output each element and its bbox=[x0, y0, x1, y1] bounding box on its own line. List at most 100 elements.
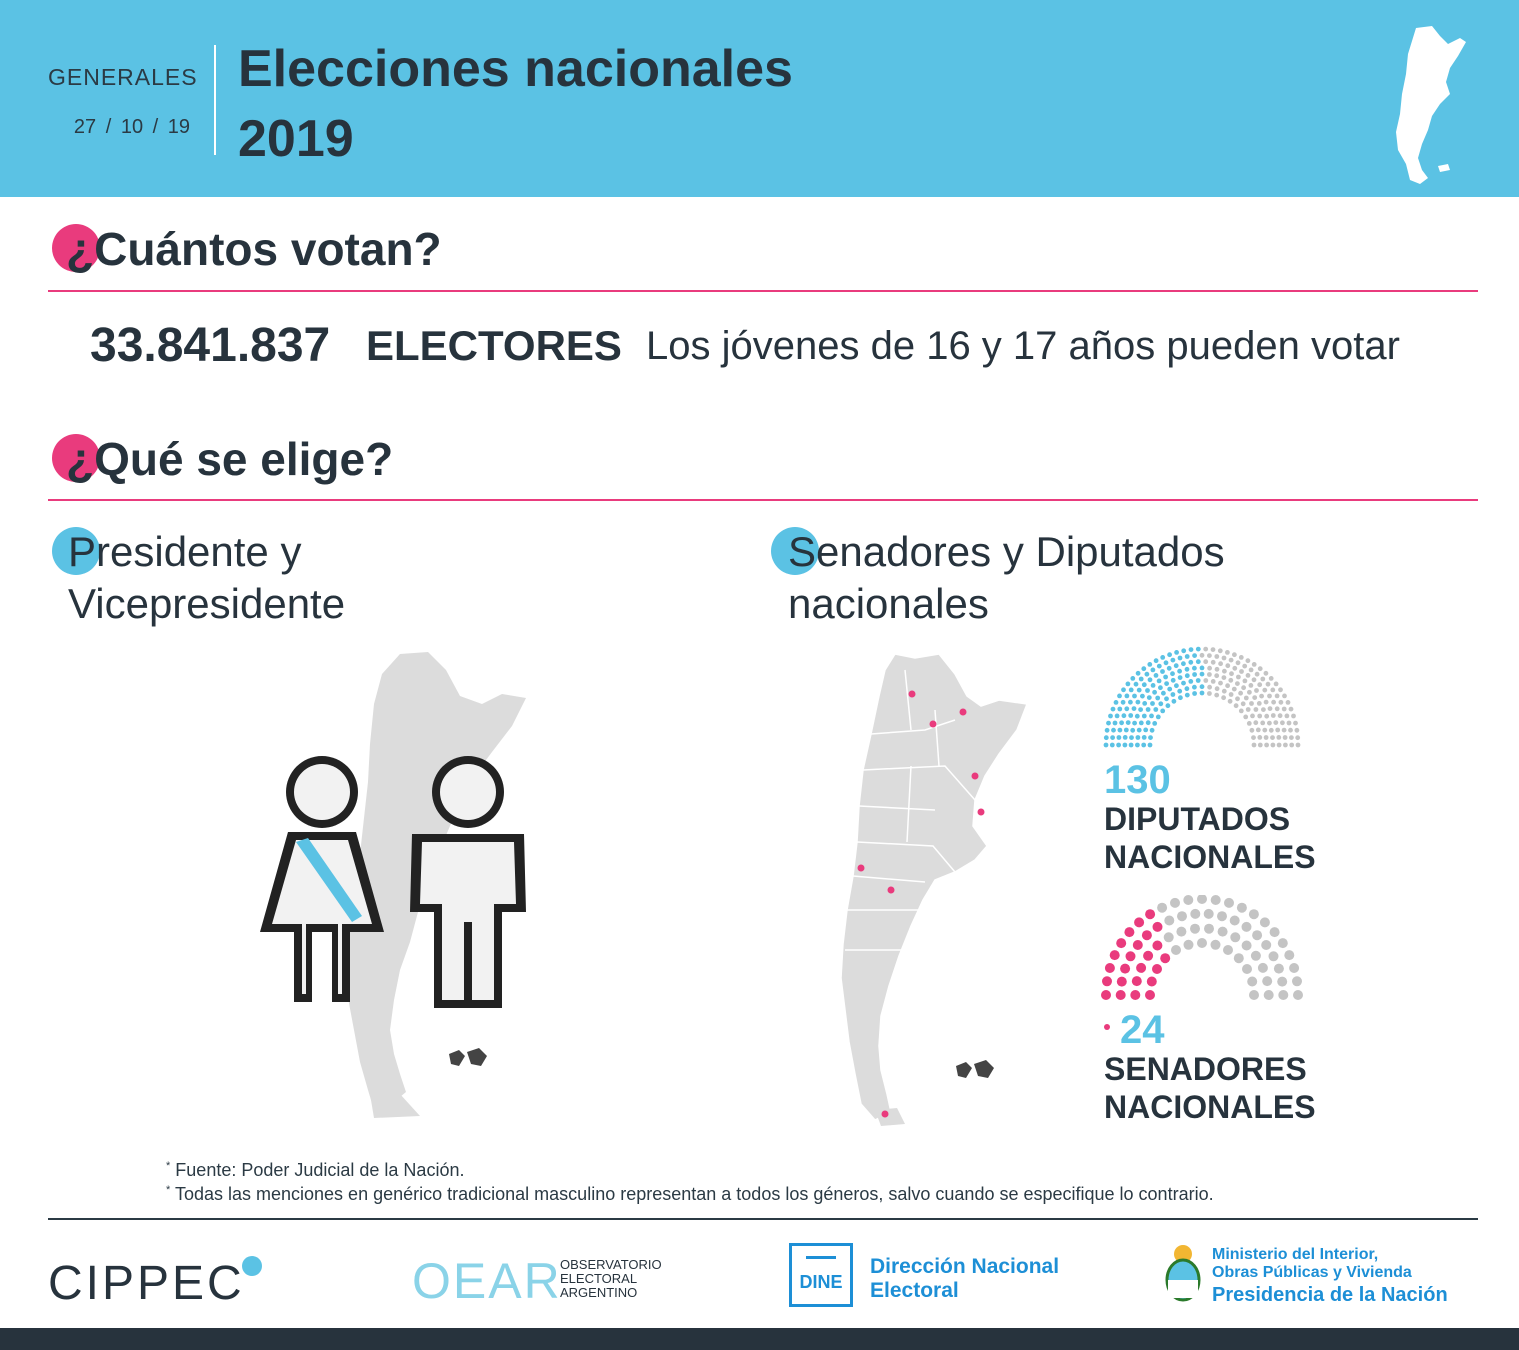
diputados-seat bbox=[1214, 666, 1220, 672]
diputados-seat bbox=[1148, 735, 1153, 740]
diputados-hemicycle bbox=[1103, 646, 1301, 748]
diputados-seat bbox=[1122, 742, 1128, 748]
electors-note: Los jóvenes de 16 y 17 años pueden votar bbox=[646, 324, 1400, 368]
diputados-seat bbox=[1210, 679, 1216, 684]
diputados-seat bbox=[1289, 742, 1295, 748]
dine-line-2: Electoral bbox=[870, 1279, 959, 1302]
footnote-gender-text: Todas las menciones en genérico tradicio… bbox=[174, 1184, 1214, 1204]
diputados-seat bbox=[1149, 713, 1154, 719]
national-coat-of-arms-icon bbox=[1165, 1245, 1201, 1302]
senadores-seat bbox=[1259, 917, 1270, 928]
diputados-label-2: NACIONALES bbox=[1104, 839, 1316, 875]
diputados-seat bbox=[1260, 676, 1266, 682]
diputados-seat bbox=[1231, 686, 1237, 692]
diputados-seat bbox=[1109, 742, 1115, 748]
diputados-seat bbox=[1192, 684, 1197, 690]
electors-number: 33.841.837 bbox=[90, 319, 331, 372]
legislativo-bullet bbox=[771, 527, 819, 575]
malvinas-islands-icon-2 bbox=[956, 1060, 994, 1078]
senadores-seat bbox=[1134, 917, 1145, 928]
diputados-seat bbox=[1210, 647, 1216, 652]
diputados-seat bbox=[1288, 706, 1294, 712]
diputados-seat bbox=[1257, 713, 1263, 719]
diputados-seat bbox=[1106, 720, 1111, 726]
diputados-seat bbox=[1246, 721, 1252, 726]
diputados-seat bbox=[1147, 677, 1153, 683]
electors-label: ELECTORES bbox=[366, 322, 622, 369]
cuantos-rule bbox=[48, 290, 1478, 292]
senadores-seat bbox=[1257, 962, 1268, 973]
senadores-seat bbox=[1292, 976, 1302, 987]
diputados-seat bbox=[1225, 683, 1230, 689]
diputados-seat bbox=[1282, 735, 1288, 740]
diputados-seat bbox=[1270, 713, 1276, 718]
dine-logo-mark: DINE bbox=[799, 1272, 843, 1292]
senadores-seat bbox=[1130, 990, 1141, 1000]
senadores-count: 24 bbox=[1120, 1008, 1165, 1052]
senadores-seat bbox=[1157, 902, 1168, 913]
diputados-seat bbox=[1147, 742, 1153, 748]
diputados-seat bbox=[1229, 671, 1234, 677]
diputados-seat bbox=[1263, 670, 1269, 676]
diputados-seat bbox=[1218, 680, 1223, 686]
diputados-seat bbox=[1136, 727, 1142, 733]
diputados-seat bbox=[1117, 727, 1123, 733]
diputados-seat bbox=[1123, 727, 1129, 733]
diputados-seat bbox=[1145, 707, 1151, 712]
diputados-seat bbox=[1195, 646, 1201, 652]
senadores-seat bbox=[1136, 962, 1147, 973]
diputados-seat bbox=[1214, 654, 1220, 659]
senadores-seat bbox=[1102, 976, 1112, 987]
diputados-seat bbox=[1149, 727, 1155, 733]
diputados-seat bbox=[1155, 695, 1161, 701]
diputados-seat bbox=[1235, 696, 1240, 702]
diputados-seat bbox=[1286, 720, 1292, 726]
senadores-seat bbox=[1116, 938, 1127, 949]
que-bullet bbox=[52, 434, 100, 482]
diputados-seat bbox=[1114, 713, 1120, 719]
diputados-seat bbox=[1135, 735, 1141, 740]
diputados-seat bbox=[1195, 659, 1201, 665]
diputados-seat bbox=[1243, 695, 1249, 701]
diputados-seat bbox=[1141, 713, 1147, 719]
diputados-seat bbox=[1236, 674, 1241, 680]
oear-logo-text: OBSERVATORIO ELECTORAL ARGENTINO bbox=[560, 1258, 662, 1300]
footnote-source: * Fuente: Poder Judicial de la Nación. bbox=[166, 1160, 464, 1181]
diputados-seat bbox=[1177, 668, 1182, 674]
diputados-seat bbox=[1251, 735, 1256, 740]
senadores-seat bbox=[1224, 897, 1234, 908]
diputados-seat bbox=[1203, 646, 1209, 652]
diputados-seat bbox=[1217, 648, 1223, 654]
presidente-bullet bbox=[52, 527, 100, 575]
diputados-seat bbox=[1153, 673, 1159, 678]
diputados-seat bbox=[1141, 666, 1147, 672]
diputados-seat bbox=[1259, 693, 1264, 699]
senadores-seat bbox=[1203, 908, 1214, 919]
diputados-seat bbox=[1150, 701, 1155, 706]
legislativo-heading-2: nacionales bbox=[788, 580, 989, 627]
ministerio-logo-text: Ministerio del Interior, Obras Públicas … bbox=[1212, 1246, 1448, 1308]
senadores-seat bbox=[1210, 939, 1221, 950]
diputados-seat bbox=[1170, 677, 1176, 683]
diputados-seat bbox=[1177, 675, 1183, 680]
diputados-seat bbox=[1128, 687, 1134, 693]
diputados-seat bbox=[1262, 687, 1268, 693]
diputados-seat bbox=[1135, 742, 1140, 748]
diputados-seat bbox=[1214, 686, 1220, 692]
senadores-seat bbox=[1163, 932, 1174, 943]
diputados-seat bbox=[1210, 659, 1216, 665]
diputados-seat bbox=[1199, 671, 1205, 677]
diputados-seat bbox=[1116, 742, 1121, 748]
dine-line-1: Dirección Nacional bbox=[870, 1255, 1060, 1278]
diputados-seat bbox=[1243, 714, 1249, 720]
diputados-seat bbox=[1103, 742, 1109, 748]
diputados-seat bbox=[1163, 674, 1168, 680]
diputados-seat bbox=[1130, 676, 1136, 681]
diputados-seat bbox=[1260, 720, 1266, 726]
argentina-provinces-map bbox=[840, 653, 1029, 1126]
diputados-seat bbox=[1221, 655, 1227, 661]
footnote-asterisk-2: * bbox=[166, 1184, 171, 1196]
senadores-seat bbox=[1277, 938, 1288, 949]
senadores-seat bbox=[1124, 927, 1135, 938]
senadores-seat bbox=[1273, 963, 1284, 974]
